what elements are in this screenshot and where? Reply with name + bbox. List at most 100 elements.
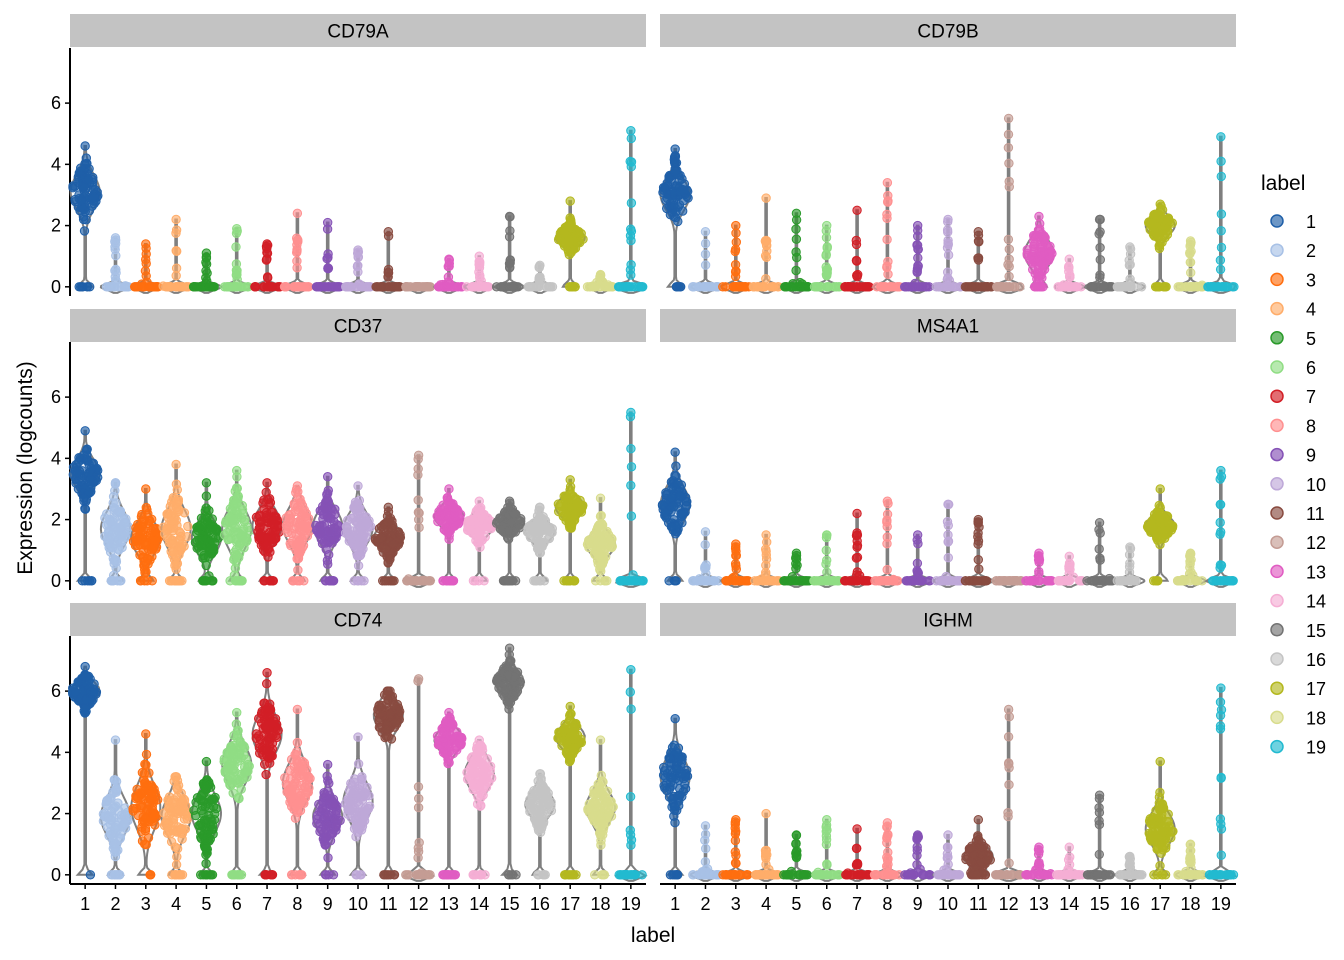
jitter-points <box>900 225 934 292</box>
data-point-max <box>80 141 90 151</box>
data-point <box>147 787 157 797</box>
data-point <box>565 282 575 292</box>
data-point <box>261 745 272 756</box>
data-point-max <box>670 144 680 154</box>
data-point <box>115 507 125 518</box>
data-point <box>81 695 91 705</box>
jitter-points <box>523 261 558 292</box>
data-point <box>1057 282 1067 292</box>
data-point <box>658 182 669 193</box>
violin-cluster-6 <box>809 220 845 294</box>
data-point <box>413 495 423 505</box>
data-point <box>323 776 333 786</box>
data-point <box>315 521 325 531</box>
data-point <box>259 711 269 722</box>
data-point-max <box>973 514 984 525</box>
data-point <box>109 870 120 880</box>
data-point <box>943 537 953 547</box>
data-point-max <box>141 239 151 249</box>
data-point-max <box>413 282 424 292</box>
data-point <box>450 520 460 530</box>
violin-cluster-2 <box>99 233 134 294</box>
data-point <box>323 559 333 569</box>
data-point <box>108 813 119 823</box>
data-point <box>791 265 801 276</box>
data-point <box>320 840 331 850</box>
data-point <box>943 227 953 237</box>
facet-strip <box>70 309 646 342</box>
data-point <box>1095 255 1106 265</box>
violin-cluster-17 <box>1144 199 1178 292</box>
data-point <box>281 520 292 530</box>
data-point <box>175 870 186 880</box>
data-point <box>312 818 322 829</box>
data-point <box>960 576 971 586</box>
data-point <box>195 523 205 533</box>
data-point <box>823 282 833 292</box>
data-point <box>625 156 635 167</box>
data-point <box>1037 260 1048 270</box>
data-point <box>477 509 487 519</box>
data-point <box>290 813 301 823</box>
data-point <box>674 282 684 292</box>
data-point <box>288 576 298 586</box>
data-point-max <box>353 245 363 255</box>
data-point <box>1190 576 1201 586</box>
data-point <box>199 576 210 586</box>
data-point <box>980 576 990 586</box>
data-point <box>882 234 892 245</box>
data-point <box>201 491 212 501</box>
data-point <box>379 576 390 586</box>
data-point <box>920 282 931 292</box>
data-point <box>88 192 99 202</box>
data-point <box>295 762 306 772</box>
data-point-max <box>943 214 953 225</box>
data-point <box>163 826 173 836</box>
data-point <box>329 800 339 810</box>
data-point <box>383 272 393 282</box>
data-point <box>73 677 83 688</box>
data-point <box>172 852 182 862</box>
data-point-max <box>110 735 121 745</box>
data-point <box>130 282 140 292</box>
jitter-points <box>219 226 253 292</box>
data-point <box>1149 519 1160 529</box>
data-point <box>171 860 182 870</box>
data-point <box>117 536 127 546</box>
data-point-max <box>201 248 212 258</box>
data-point <box>852 256 862 266</box>
data-point <box>730 559 741 569</box>
data-point <box>235 576 246 586</box>
data-point-max <box>232 465 242 476</box>
data-point <box>628 576 639 586</box>
data-point <box>200 514 211 525</box>
data-point <box>545 282 555 292</box>
data-point <box>140 266 151 276</box>
violin-cluster-5 <box>188 248 223 294</box>
data-point <box>809 282 820 292</box>
data-point <box>87 201 97 211</box>
violin-cluster-8 <box>870 496 904 588</box>
data-point <box>1216 156 1226 167</box>
data-point <box>353 759 364 769</box>
data-point <box>1118 576 1128 586</box>
violin-cluster-9 <box>900 220 934 294</box>
data-point <box>266 718 276 728</box>
violin-cluster-8 <box>279 208 314 294</box>
data-point <box>293 546 303 556</box>
data-point-max <box>504 211 515 222</box>
violin-cluster-5 <box>190 478 224 586</box>
data-point <box>671 207 681 217</box>
data-point <box>506 517 516 527</box>
data-point <box>240 515 250 525</box>
data-point <box>683 193 693 203</box>
data-point <box>170 842 181 852</box>
jitter-points <box>688 540 724 586</box>
data-point-max <box>535 502 545 513</box>
violin-cluster-19 <box>613 125 648 294</box>
data-point <box>566 233 577 243</box>
data-point <box>882 261 892 271</box>
data-point <box>200 842 210 852</box>
data-point-max <box>1155 199 1165 209</box>
